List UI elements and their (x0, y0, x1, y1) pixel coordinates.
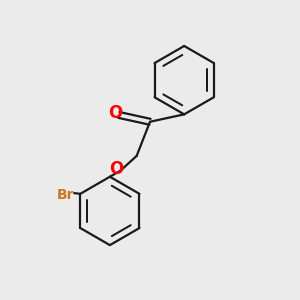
Text: O: O (110, 160, 124, 178)
Text: O: O (108, 104, 122, 122)
Text: Br: Br (56, 188, 74, 202)
